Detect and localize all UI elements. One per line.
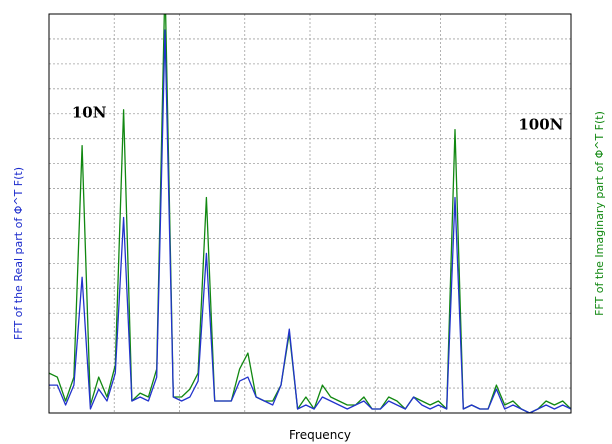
y-axis-label-right: FFT of the Imaginary part of Φ^T F(t) <box>593 111 606 316</box>
y-axis-label-left: FFT of the Real part of Φ^T F(t) <box>12 167 25 340</box>
peak-annotation: 100N <box>518 116 563 134</box>
x-axis-label: Frequency <box>289 428 351 442</box>
plot-area-frame <box>48 13 572 414</box>
grid-lines <box>49 14 571 413</box>
series-lines <box>49 14 571 413</box>
series-line-real <box>49 29 571 413</box>
peak-annotation: 10N <box>72 104 107 122</box>
annotations: 10N 100N <box>72 104 564 134</box>
